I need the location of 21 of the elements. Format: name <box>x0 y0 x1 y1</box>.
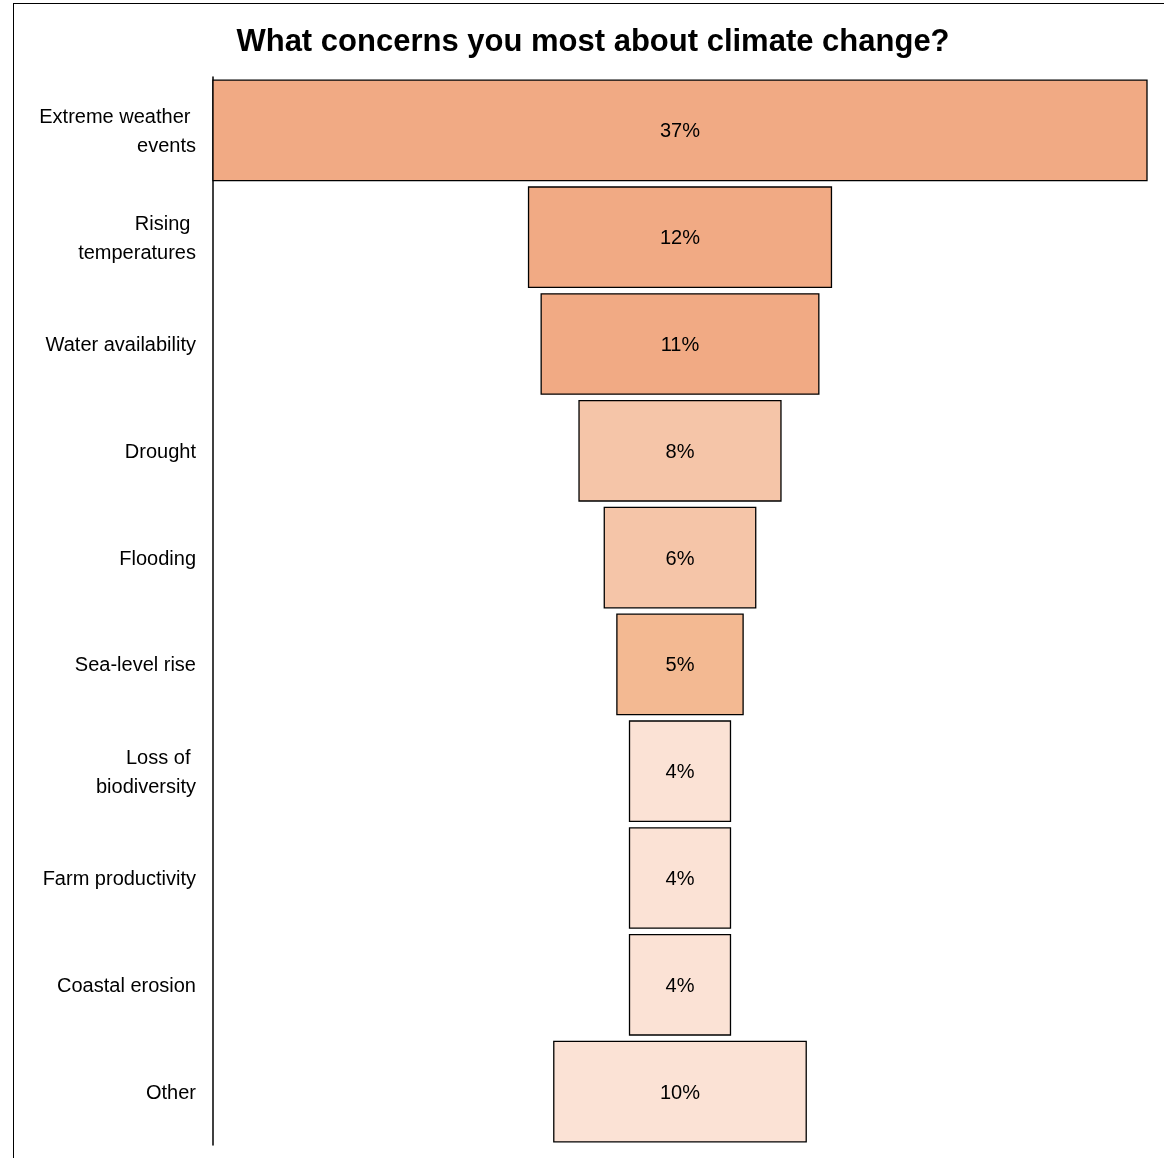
text: What concerns you most about climate change? <box>236 23 950 58</box>
category-label: Coastal erosion <box>57 973 196 996</box>
category-label: Farm productivity <box>42 867 196 889</box>
data-label: 37% <box>659 119 701 142</box>
data-label: 12% <box>659 226 701 249</box>
category-label: Sea-level rise <box>74 653 196 676</box>
data-label: 10% <box>659 1080 701 1103</box>
category-label: Rising temperatures <box>78 211 196 263</box>
category-label: Flooding <box>119 546 196 569</box>
data-label: 11% <box>660 333 700 355</box>
data-label: 6% <box>665 546 695 569</box>
category-label: Other <box>145 1080 197 1103</box>
category-label: Loss of biodiversity <box>95 745 196 797</box>
category-label: Water availability <box>45 333 196 355</box>
category-label: Extreme weather events <box>39 104 196 156</box>
category-label: Drought <box>124 439 197 462</box>
data-label: 4% <box>665 973 695 996</box>
data-label: 8% <box>665 439 695 462</box>
data-label: 4% <box>665 760 695 783</box>
data-label: 4% <box>665 867 695 889</box>
data-label: 5% <box>665 653 695 676</box>
